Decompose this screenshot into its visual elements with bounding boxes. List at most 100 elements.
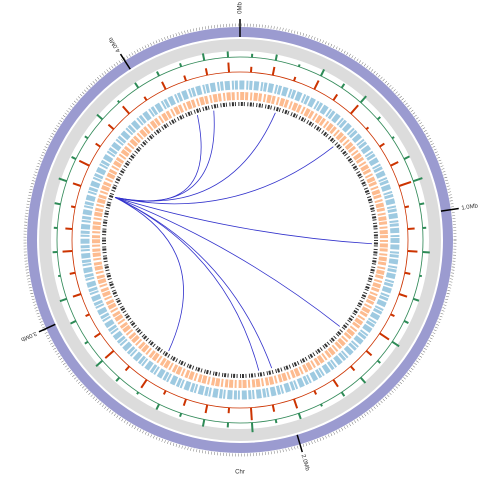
histogram-bar — [69, 271, 76, 275]
histogram-bar — [62, 249, 73, 253]
histogram-bar — [390, 313, 395, 318]
histogram-bar — [404, 271, 411, 275]
histogram-bar — [390, 161, 399, 167]
histogram-bar — [161, 81, 167, 90]
histogram-bar — [93, 332, 101, 339]
histogram-bar — [72, 293, 82, 298]
histogram-bar — [293, 76, 297, 82]
histogram-bar — [227, 62, 231, 73]
histogram-bar — [391, 340, 400, 348]
histogram-bar — [365, 350, 373, 357]
histogram-bar — [404, 205, 410, 209]
histogram-bar — [96, 113, 104, 121]
histogram-bar — [155, 403, 160, 410]
histogram-bar — [117, 99, 121, 104]
histogram-bar — [350, 365, 356, 372]
histogram-bar — [293, 398, 299, 409]
histogram-bar — [107, 123, 115, 130]
histogram-bar — [376, 116, 381, 121]
histogram-bar — [124, 365, 130, 372]
histogram-bar — [122, 105, 130, 115]
band — [39, 39, 441, 441]
histogram-bar — [54, 202, 61, 206]
histogram-bar — [359, 95, 367, 104]
histogram-bar — [398, 293, 408, 298]
histogram-bar — [104, 350, 115, 359]
tick — [440, 207, 459, 212]
tick — [296, 434, 303, 453]
histogram-bar — [297, 412, 302, 420]
histogram-bar — [156, 71, 160, 77]
blue-tiles — [80, 80, 400, 400]
histogram-bar — [340, 391, 346, 397]
histogram-bar — [359, 376, 367, 384]
minor-ticks — [23, 23, 457, 457]
histogram-bar — [183, 75, 187, 82]
link — [114, 197, 372, 245]
histogram-bar — [134, 82, 140, 89]
tick-label: 3.0Mb — [19, 330, 37, 343]
track-axis — [56, 56, 424, 424]
histogram-bar — [403, 155, 410, 160]
histogram-bar — [412, 297, 420, 302]
tick-label: 1.0Mb — [461, 203, 479, 211]
histogram-bar — [71, 156, 77, 160]
histogram-bar — [72, 182, 82, 187]
histogram-bar — [70, 320, 77, 325]
histogram-bar — [182, 398, 187, 407]
histogram-bar — [84, 340, 89, 345]
histogram-bar — [201, 419, 206, 427]
histogram-bar — [115, 376, 121, 382]
histogram-bar — [95, 359, 104, 367]
link — [114, 197, 184, 352]
histogram-bar — [84, 135, 89, 140]
histogram-bar — [332, 93, 339, 101]
histogram-bar — [179, 412, 183, 418]
histogram-bar — [204, 404, 209, 414]
histogram-bar — [403, 320, 409, 324]
black-tiles — [102, 102, 378, 378]
histogram-bar — [407, 249, 418, 253]
track-axis — [71, 71, 409, 409]
histogram-bar — [179, 62, 183, 68]
tick-label: 2.0Mb — [300, 454, 311, 472]
histogram-bar — [70, 205, 76, 209]
histogram-bar — [398, 181, 412, 187]
histogram-bar — [350, 104, 359, 115]
link — [114, 114, 202, 202]
tick — [119, 53, 131, 70]
tick — [38, 323, 56, 333]
histogram-bar — [249, 407, 253, 421]
histogram-bar — [313, 80, 320, 90]
histogram-bar — [340, 83, 346, 89]
histogram-bar — [379, 332, 390, 341]
link — [114, 112, 276, 202]
histogram-bar — [271, 66, 276, 76]
histogram-bar — [376, 359, 381, 364]
histogram-bar — [78, 159, 90, 167]
histogram-bar — [379, 142, 385, 148]
histogram-bar — [419, 202, 425, 206]
histogram-bar — [204, 68, 209, 76]
orange-tiles — [92, 92, 388, 388]
histogram-bar — [412, 177, 423, 183]
histogram-bar — [320, 68, 326, 77]
histogram-bar — [274, 54, 278, 61]
histogram-bar — [250, 422, 254, 433]
histogram-bar — [365, 126, 370, 130]
link — [114, 197, 260, 371]
histogram-bar — [297, 64, 301, 68]
histogram-bar — [201, 53, 206, 61]
tick-label: 4.0Mb — [108, 35, 122, 53]
histogram-bar — [140, 379, 148, 389]
track-base — [56, 56, 424, 424]
histogram-bar — [95, 142, 101, 148]
histogram-bar — [274, 419, 278, 424]
histogram-bar — [85, 313, 90, 318]
link — [114, 197, 341, 327]
histogram-bar — [313, 390, 318, 395]
histogram-bar — [58, 177, 68, 183]
link — [114, 146, 334, 205]
